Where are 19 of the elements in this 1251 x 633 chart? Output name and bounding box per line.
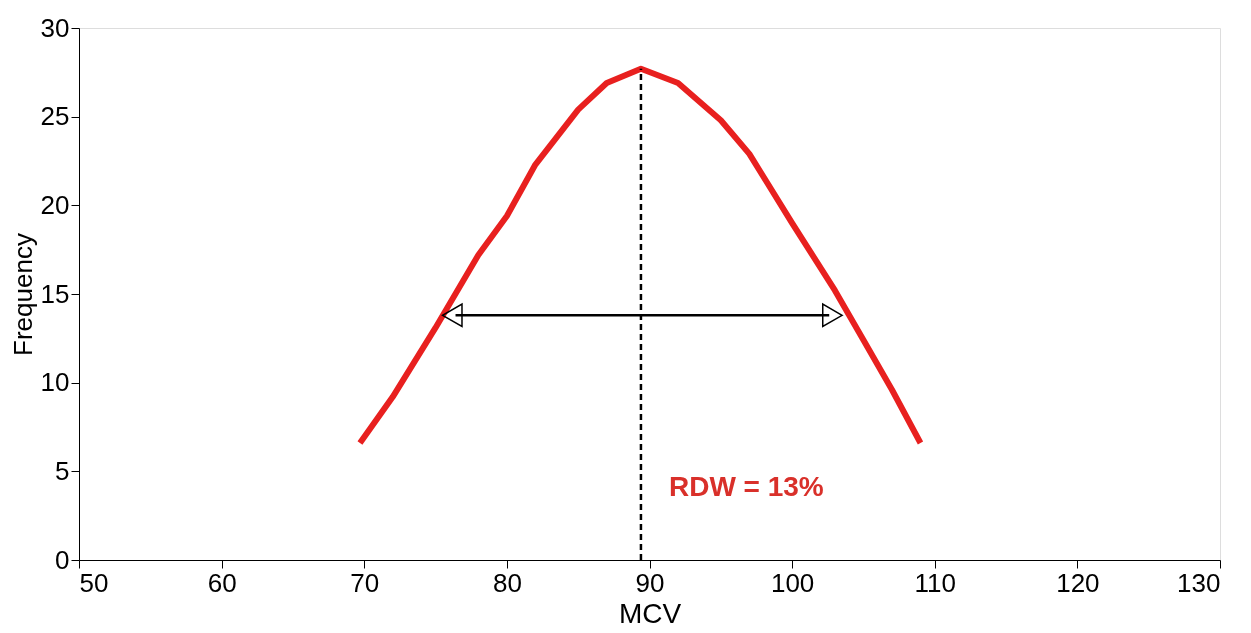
x-tick-label: 100: [770, 567, 815, 598]
x-tick-label: 110: [914, 567, 956, 598]
y-tick-label: 10: [40, 367, 70, 398]
y-tick-label: 0: [55, 544, 70, 575]
y-axis-title: Frequency: [7, 233, 38, 356]
annotation: RDW = 13%: [668, 471, 824, 502]
x-tick-label: 130: [1177, 567, 1221, 598]
x-tick-label: 60: [207, 567, 237, 598]
x-tick-label: 70: [350, 567, 380, 598]
x-tick-label: 120: [1056, 567, 1100, 598]
x-tick-label: 90: [635, 567, 665, 598]
x-tick-label: 50: [79, 567, 109, 598]
x-tick-label: 80: [492, 567, 522, 598]
y-tick-label: 5: [55, 455, 70, 486]
y-tick-label: 20: [40, 189, 70, 220]
y-tick-label: 15: [40, 278, 70, 309]
y-tick-label: 30: [40, 12, 70, 43]
y-tick-label: 25: [40, 101, 70, 132]
x-axis-title: MCV: [618, 597, 682, 629]
